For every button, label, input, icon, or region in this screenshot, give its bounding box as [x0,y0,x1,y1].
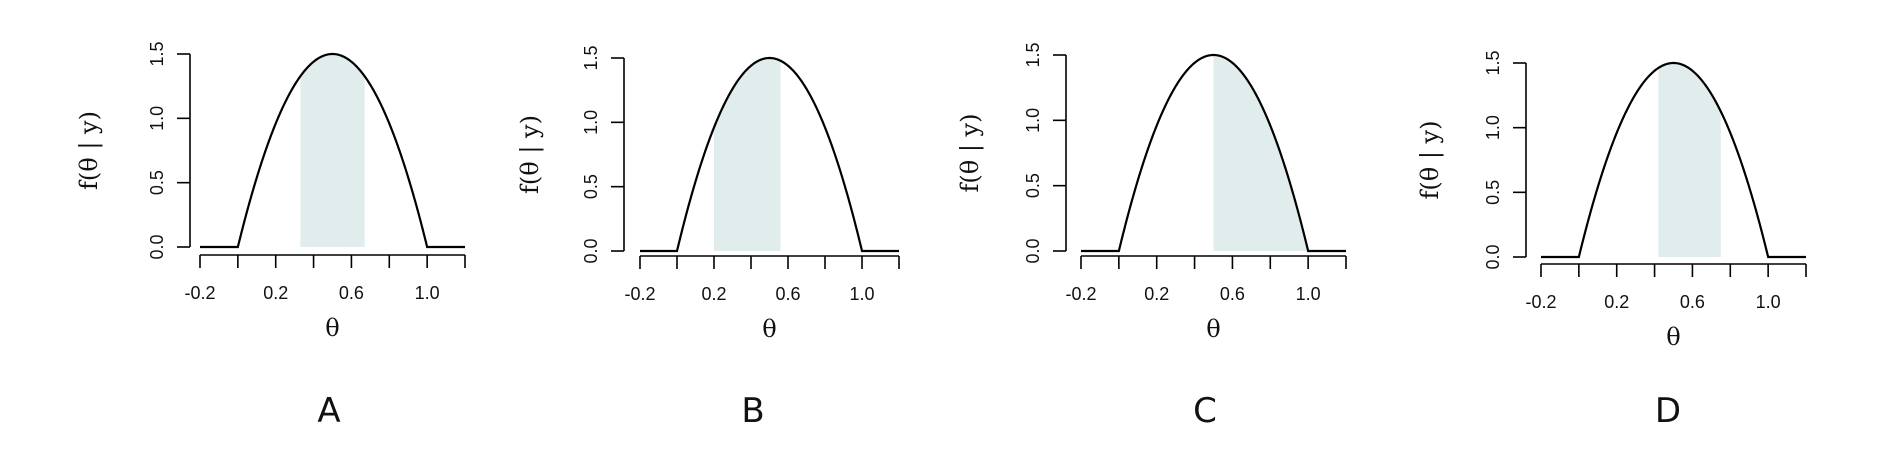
density-curve [640,56,899,253]
y-tick-label: 0.0 [581,238,601,263]
x-tick-label: 0.6 [775,284,800,304]
y-tick-label: 1.0 [1483,115,1503,140]
density-curve [200,52,465,249]
y-tick-label: 1.5 [1023,42,1043,67]
x-tick-label: 0.2 [701,284,726,304]
x-tick-label: -0.2 [1525,292,1556,312]
panel-c: -0.2 0.2 0.6 1.0 0.0 0.5 1.0 1.5 θ f(θ | y) C [956,42,1347,431]
x-tick-label: 1.0 [1756,292,1781,312]
x-tick-label: 0.2 [263,283,288,303]
x-tick-label: 1.0 [415,283,440,303]
y-axis-title: f(θ | y) [956,114,985,193]
x-tick-label: 0.6 [1680,292,1705,312]
density-curve [1081,53,1346,253]
panel-d: -0.2 0.2 0.6 1.0 0.0 0.5 1.0 1.5 θ f(θ | y) D [1416,50,1807,431]
y-tick-label: 0.5 [581,174,601,199]
y-tick-label: 0.0 [1483,244,1503,269]
x-axis-title: θ [1666,323,1680,351]
x-tick-label: 0.2 [1144,284,1169,304]
y-tick-label: 1.5 [581,45,601,70]
shaded-interval [300,54,365,247]
x-tick-label: 0.6 [339,283,364,303]
y-tick-label: 1.0 [1023,108,1043,133]
y-axis-title: f(θ | y) [1416,121,1445,200]
y-tick-label: 1.5 [147,41,167,66]
x-tick-label: -0.2 [1065,284,1096,304]
panel-label: D [1655,391,1681,431]
shaded-interval [1213,55,1309,251]
x-tick-label: 1.0 [849,284,874,304]
panel-label: A [317,391,340,431]
x-tick-label: 1.0 [1296,284,1321,304]
x-tick-label: -0.2 [184,283,215,303]
y-tick-label: 0.5 [1023,173,1043,198]
x-axis-title: θ [325,314,339,342]
y-tick-label: 1.0 [581,110,601,135]
y-tick-label: 0.0 [147,234,167,259]
shaded-interval [1658,63,1721,258]
shaded-interval [714,58,781,251]
panel-b: -0.2 0.2 0.6 1.0 0.0 0.5 1.0 1.5 θ f(θ | y) B [516,45,900,431]
panel-a: -0.2 0.2 0.6 1.0 0.0 0.5 1.0 1.5 θ f(θ | y) A [75,41,466,431]
y-tick-label: 0.5 [147,170,167,195]
density-curve [1541,61,1806,259]
y-tick-label: 0.0 [1023,238,1043,263]
panel-label: C [1193,391,1217,431]
y-axis-title: f(θ | y) [516,115,545,194]
x-tick-label: -0.2 [624,284,655,304]
y-tick-label: 1.5 [1483,50,1503,75]
x-axis-title: θ [762,315,776,343]
y-tick-label: 0.5 [1483,180,1503,205]
panel-label: B [741,391,764,431]
y-axis-title: f(θ | y) [75,111,104,190]
y-tick-label: 1.0 [147,106,167,131]
x-axis-title: θ [1206,315,1220,343]
x-tick-label: 0.2 [1604,292,1629,312]
x-tick-label: 0.6 [1220,284,1245,304]
